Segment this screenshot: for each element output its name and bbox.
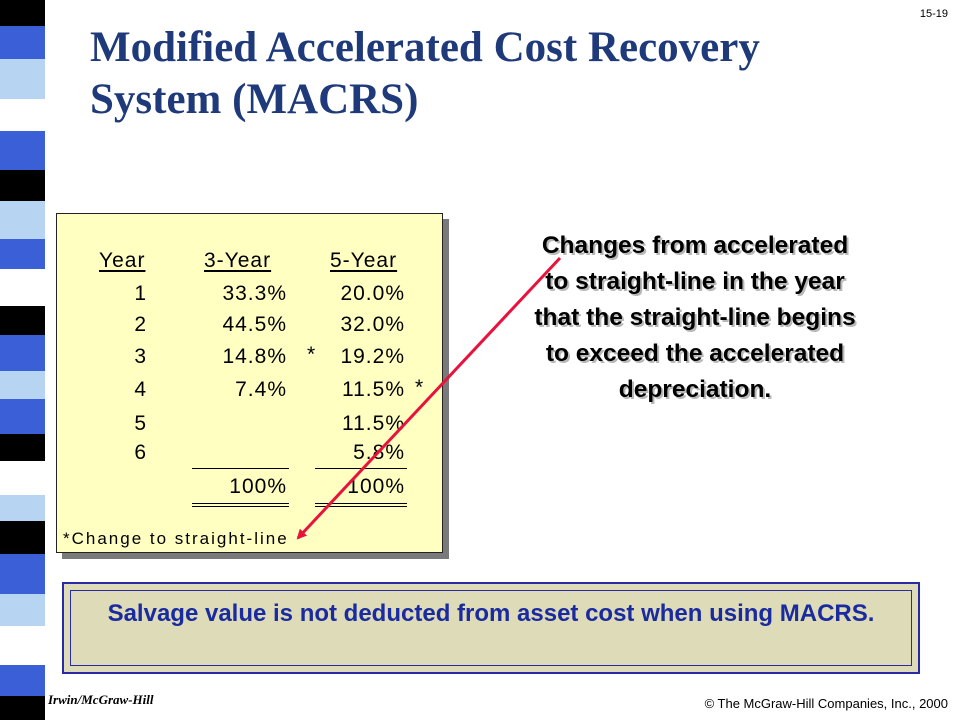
stripe-segment [0, 170, 45, 201]
three-year-cell: 7.4% [235, 378, 287, 401]
total-rule [192, 468, 289, 469]
stripe-segment [0, 269, 45, 306]
three-year-cell: 33.3% [222, 282, 287, 305]
salvage-value-box: Salvage value is not deducted from asset… [62, 582, 920, 674]
stripe-segment [0, 99, 45, 131]
five-year-total: 100% [347, 475, 405, 498]
stripe-segment [0, 521, 45, 554]
straight-line-marker: * [415, 376, 425, 399]
stripe-segment [0, 461, 45, 495]
copyright: © The McGraw-Hill Companies, Inc., 2000 [704, 696, 948, 711]
stripe-segment [0, 594, 45, 626]
three-year-cell: 14.8% [222, 345, 287, 368]
slide-title: Modified Accelerated Cost Recovery Syste… [90, 24, 760, 123]
stripe-segment [0, 0, 45, 26]
year-cell: 1 [134, 282, 147, 305]
three-year-cell: 44.5% [222, 313, 287, 336]
stripe-segment [0, 371, 45, 399]
stripe-segment [0, 554, 45, 594]
salvage-value-text: Salvage value is not deducted from asset… [70, 590, 912, 666]
total-double-rule [192, 506, 289, 507]
stripe-segment [0, 26, 45, 59]
stripe-segment [0, 626, 45, 665]
stripe-segment [0, 399, 45, 434]
total-double-rule [315, 503, 407, 504]
five-year-cell: 20.0% [340, 282, 405, 305]
year-cell: 5 [134, 412, 147, 435]
stripe-segment [0, 696, 45, 720]
header-year: Year [99, 249, 146, 272]
stripe-segment [0, 665, 45, 696]
stripe-segment [0, 131, 45, 170]
header-5-year: 5-Year [330, 249, 398, 272]
stripe-segment [0, 495, 45, 521]
straight-line-marker: * [307, 343, 317, 366]
total-double-rule [192, 503, 289, 504]
straight-line-note: Changes from accelerated to straight-lin… [534, 232, 856, 403]
stripe-segment [0, 434, 45, 461]
year-cell: 6 [134, 441, 147, 464]
table-footnote: *Change to straight-line [63, 529, 289, 548]
three-year-total: 100% [229, 475, 287, 498]
header-3-year: 3-Year [204, 249, 272, 272]
arrow-line [296, 256, 562, 540]
year-cell: 4 [134, 378, 147, 401]
stripe-segment [0, 306, 45, 335]
stripe-segment [0, 335, 45, 371]
stripe-segment [0, 59, 45, 99]
stripe-segment [0, 201, 45, 239]
year-cell: 3 [134, 345, 147, 368]
publisher-logo-text: Irwin/McGraw-Hill [48, 692, 154, 707]
five-year-cell: 11.5% [342, 412, 405, 435]
year-cell: 2 [134, 313, 147, 336]
macrs-table: Year 3-Year 5-Year 1 33.3% 20.0% 2 44.5%… [56, 213, 443, 553]
slide-number: 15-19 [919, 8, 948, 20]
five-year-cell: 11.5% [342, 378, 405, 401]
five-year-cell: 19.2% [340, 345, 405, 368]
five-year-cell: 32.0% [340, 313, 405, 336]
stripe-segment [0, 239, 45, 269]
total-double-rule [315, 506, 407, 507]
decorative-stripe [0, 0, 45, 720]
